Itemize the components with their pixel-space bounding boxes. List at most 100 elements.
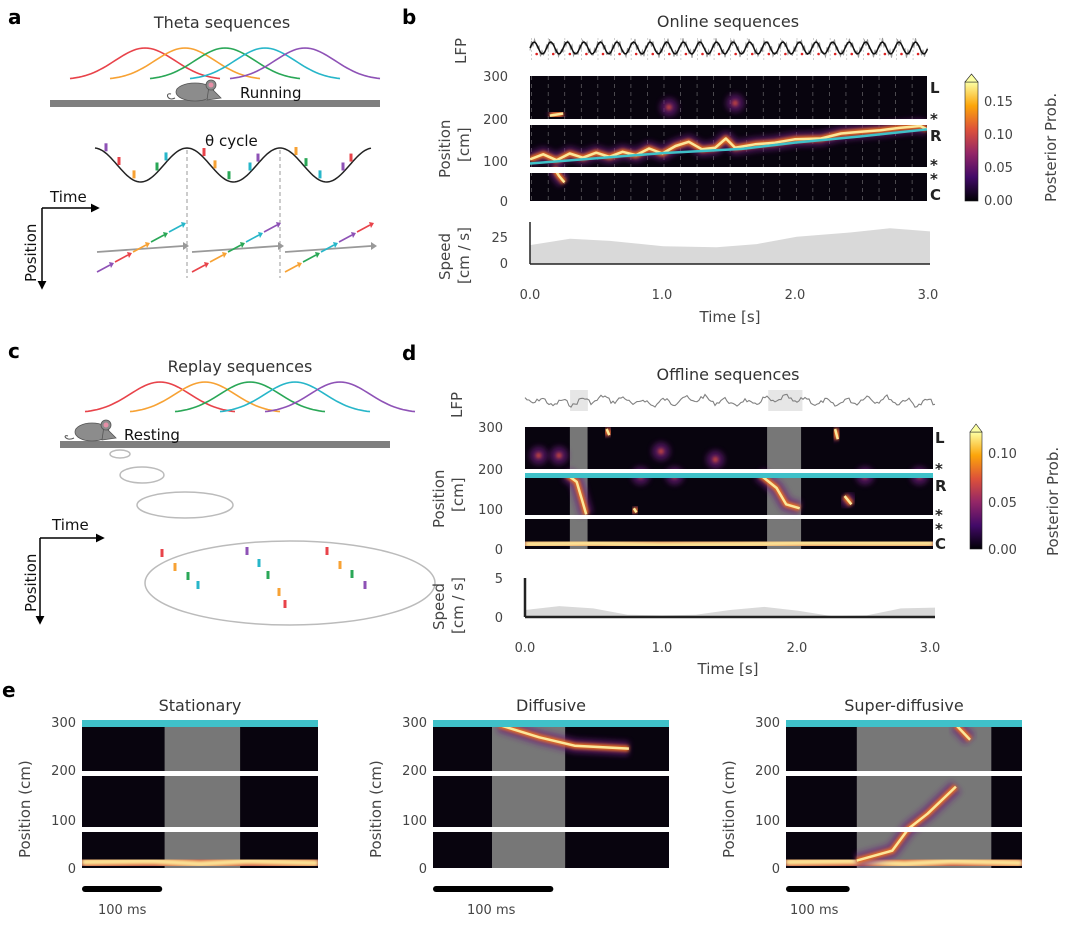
- time-axis-label: Time: [51, 516, 89, 534]
- track: [60, 441, 390, 448]
- spike-tick: [283, 600, 287, 608]
- posterior-spot: [658, 448, 664, 455]
- replay-spike-ticks: [160, 547, 367, 608]
- trough-dot: [883, 52, 887, 56]
- position-axis-label: Position: [22, 554, 40, 612]
- trough-dot: [717, 52, 721, 56]
- theta-wave: [94, 147, 372, 183]
- spike-tick: [248, 162, 252, 171]
- trough-dot: [634, 52, 638, 56]
- arrow-head: [351, 232, 356, 238]
- arrow-head: [145, 242, 150, 248]
- trough-dot: [535, 52, 538, 56]
- scale-bar: [786, 886, 850, 892]
- speed-label: Speed: [436, 233, 454, 280]
- spike-tick: [363, 581, 367, 589]
- decoded-trace: [605, 428, 611, 436]
- panel-label-a: a: [8, 5, 22, 29]
- decoded-trace: [549, 112, 564, 117]
- spike-tick: [318, 170, 322, 179]
- sequence-arrow: [302, 254, 317, 263]
- actual-position-line: [530, 128, 927, 165]
- segment-label: C: [935, 535, 946, 553]
- sequence-arrow: [356, 224, 371, 233]
- heatmap-content: [492, 720, 630, 868]
- tuning-curve: [174, 381, 326, 413]
- spike-tick: [325, 547, 329, 555]
- tuning-curve: [149, 47, 301, 80]
- segment-separator: [530, 167, 927, 173]
- y-tick: 0: [68, 862, 76, 877]
- scale-bar-label: 100 ms: [98, 903, 147, 918]
- trough-dot: [568, 52, 572, 56]
- posterior-heatmap: [530, 76, 927, 201]
- trough-dot: [684, 52, 688, 56]
- y-tick: 300: [478, 421, 503, 436]
- y-tick: 0: [495, 543, 503, 558]
- spike-tick: [160, 549, 164, 557]
- x-axis-label: Time [s]: [697, 660, 759, 678]
- speed-area: [525, 606, 935, 617]
- mouse-icon: [64, 419, 117, 442]
- speed-tick: 25: [491, 231, 508, 246]
- arrow-head: [109, 262, 114, 268]
- scale-bar: [82, 886, 163, 892]
- posterior-spot: [665, 104, 672, 111]
- sequence-arrow: [284, 264, 299, 273]
- y-tick: 100: [755, 814, 780, 829]
- posterior-spot: [556, 452, 562, 459]
- tuning-curve: [189, 47, 341, 80]
- y-tick: 0: [419, 862, 427, 877]
- decoded-trace: [498, 723, 629, 750]
- y-tick: 200: [755, 764, 780, 779]
- y-tick: 300: [483, 70, 508, 85]
- colorbar: 0.10 0.05 0.00 Posterior Prob.: [969, 423, 1062, 558]
- speed-label: Speed: [430, 583, 448, 630]
- arrow-head: [181, 222, 186, 228]
- panel-c-title: Replay sequences: [168, 357, 313, 376]
- y-tick: 100: [402, 814, 427, 829]
- panel-c: c Replay sequences Resting Time Position: [8, 339, 436, 626]
- x-tick: 1.0: [652, 288, 673, 303]
- colorbar-tick: 0.10: [988, 447, 1017, 462]
- spike-tick: [338, 561, 342, 569]
- trough-dot: [551, 52, 555, 56]
- tuning-curves: [69, 47, 381, 80]
- position-axis-label: Position: [22, 224, 40, 282]
- lfp-label: LFP: [452, 38, 470, 64]
- decoded-trace: [632, 507, 638, 514]
- actual-position-bar: [786, 720, 1022, 727]
- y-axis-label: Position: [430, 470, 448, 528]
- mouse-state-label: Resting: [124, 426, 180, 444]
- y-tick: 200: [483, 113, 508, 128]
- trough-dot: [800, 52, 804, 56]
- trough-dot: [668, 52, 671, 56]
- spike-tick: [155, 162, 159, 171]
- x-axis-label: Time [s]: [699, 308, 761, 326]
- decoded-trace: [833, 428, 840, 440]
- speed-plot: [529, 222, 930, 265]
- spike-tick: [349, 153, 353, 162]
- spike-tick: [173, 563, 177, 571]
- sequence-arrow: [338, 234, 353, 243]
- speed-unit: [cm / s]: [449, 577, 467, 634]
- actual-position-bar: [82, 720, 318, 727]
- spike-tick: [132, 170, 136, 179]
- x-tick: 3.0: [918, 288, 939, 303]
- panel-label-b: b: [402, 5, 416, 29]
- trough-dot: [734, 52, 737, 56]
- segment-separator: [82, 771, 318, 776]
- colorbar-label: Posterior Prob.: [1044, 447, 1062, 556]
- arrow-head: [276, 222, 281, 228]
- speed-unit: [cm / s]: [455, 227, 473, 284]
- segment-labels: L * R * * C: [930, 79, 942, 204]
- arrow-head: [258, 232, 263, 238]
- trough-dot: [784, 52, 787, 56]
- trough-dot: [585, 52, 588, 56]
- time-axis-label: Time: [49, 188, 87, 206]
- arrow-head: [333, 242, 338, 248]
- sequence-arrow: [96, 264, 111, 273]
- tuning-curve: [109, 47, 261, 80]
- subpanel-diffusive: Diffusive 300 200 100 0 Position (cm) 100 ms: [367, 696, 669, 918]
- spike-tick: [104, 143, 108, 152]
